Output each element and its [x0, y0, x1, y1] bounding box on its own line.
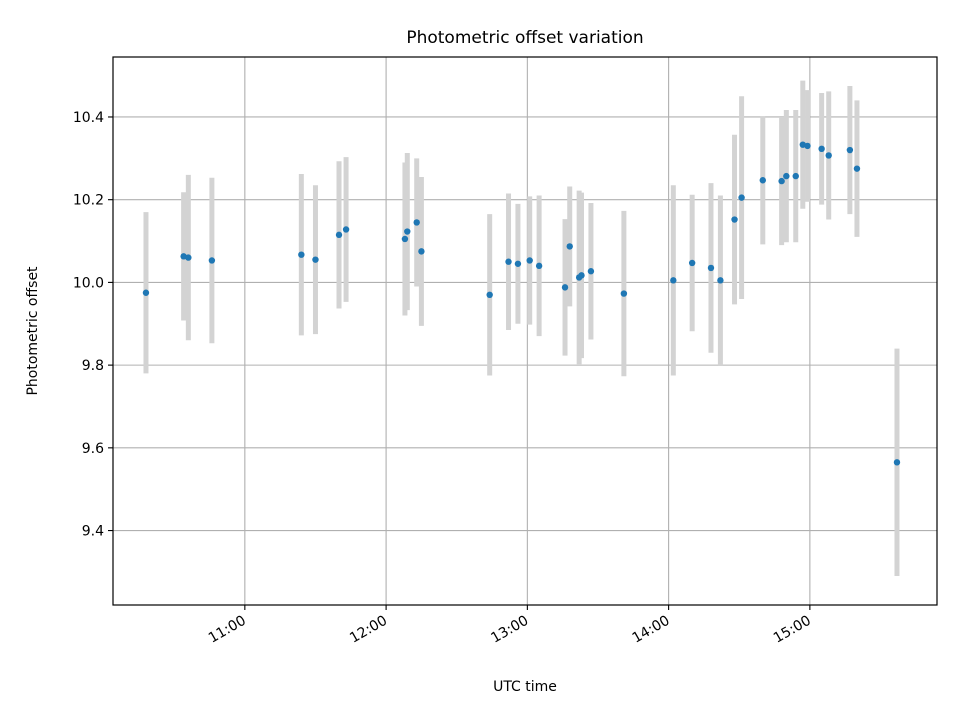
data-point: [731, 216, 738, 223]
grid-lines: [113, 57, 937, 605]
data-point: [578, 272, 585, 279]
axis-ticks: 11:00 12:00 13:00 14:00 15:00 9.4 9.6 9.8 10.0 10…: [73, 110, 814, 647]
x-axis-label: UTC time: [493, 679, 557, 695]
data-point: [804, 142, 811, 150]
data-point: [778, 177, 785, 185]
y-tick-label: 9.6: [82, 441, 104, 457]
data-points: [142, 141, 901, 466]
data-point: [688, 259, 696, 267]
data-point: [298, 251, 305, 258]
data-point: [783, 172, 790, 180]
data-point: [185, 254, 192, 261]
y-axis-label: Photometric offset: [25, 266, 41, 396]
data-point: [535, 262, 543, 270]
x-tick-label: 12:00: [347, 613, 390, 647]
data-point: [738, 194, 745, 201]
data-point: [853, 165, 861, 172]
data-point: [312, 256, 319, 263]
data-point: [707, 264, 715, 272]
error-bars: [143, 80, 900, 577]
data-point: [526, 257, 533, 264]
plot-frame: [112, 56, 938, 606]
data-point: [620, 290, 628, 297]
data-point: [505, 258, 512, 265]
data-point: [893, 459, 901, 466]
data-point: [825, 152, 832, 159]
data-point: [342, 226, 350, 233]
x-tick-label: 15:00: [771, 613, 814, 647]
data-point: [404, 228, 411, 235]
data-point: [818, 145, 825, 153]
data-point: [208, 257, 216, 264]
data-point: [142, 289, 150, 296]
data-point: [486, 291, 493, 299]
y-tick-label: 10.2: [73, 193, 104, 209]
data-point: [566, 243, 573, 250]
data-point: [846, 146, 854, 154]
y-tick-label: 10.4: [73, 110, 104, 126]
data-point: [335, 231, 343, 239]
data-point: [514, 260, 522, 267]
data-point: [792, 172, 799, 180]
data-point: [587, 268, 595, 275]
x-tick-label: 14:00: [630, 613, 673, 647]
chart-title: Photometric offset variation: [406, 28, 643, 48]
data-point: [717, 277, 724, 284]
data-point: [561, 284, 569, 291]
data-point: [418, 248, 425, 255]
x-tick-label: 13:00: [488, 613, 531, 647]
data-point: [670, 277, 677, 284]
x-tick-label: 11:00: [206, 613, 249, 647]
data-point: [401, 235, 409, 243]
y-tick-label: 9.8: [82, 358, 104, 374]
y-tick-label: 10.0: [73, 275, 104, 291]
data-point: [413, 219, 420, 226]
data-point: [759, 177, 766, 184]
y-tick-label: 9.4: [82, 524, 104, 540]
